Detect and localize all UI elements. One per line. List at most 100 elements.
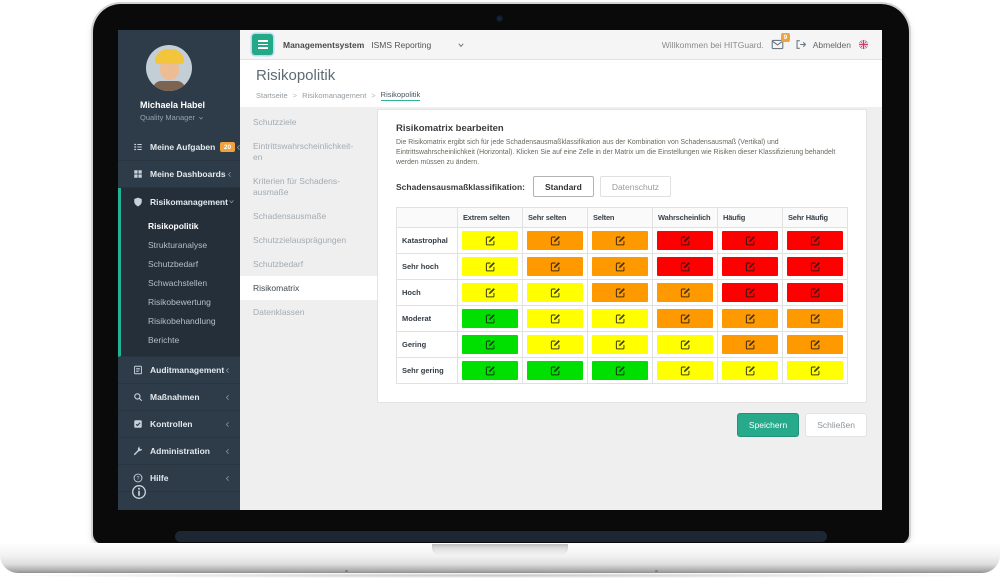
sidebar-subitem-schutzbedarf[interactable]: Schutzbedarf [148,258,199,269]
info-icon[interactable] [131,484,147,500]
matrix-cell-sehr-gering-selten-button[interactable] [592,361,648,380]
content-area: Schutzziele Eintrittswahrscheinlichkeit- … [240,107,882,510]
edit-icon [550,339,561,350]
sidebar-subitem-risikobehandlung[interactable]: Risikobehandlung [148,315,216,326]
topbar-right: Willkommen bei HITGuard. 9 Abmelden [661,33,882,51]
subnav-item-kriterien-für-schadens-ausmaße[interactable]: Kriterien für Schadens- ausmaße [253,175,340,197]
edit-icon [550,235,561,246]
mail-icon[interactable]: 9 [771,33,790,51]
matrix-cell-katastrophal-selten-button[interactable] [592,231,648,250]
avatar-shoulders [153,81,185,91]
laptop-bezel: Michaela Habel Quality Manager Meine Auf… [93,4,909,544]
user-role-dropdown[interactable]: Quality Manager [140,113,240,122]
card-heading: Risikomatrix bearbeiten [396,123,504,134]
matrix-cell [717,305,783,332]
user-name: Michaela Habel [140,100,206,110]
sidebar-subitem-strukturanalyse[interactable]: Strukturanalyse [148,239,208,250]
matrix-cell-katastrophal-häufig-button[interactable] [722,231,778,250]
matrix-cell-hoch-sehr-selten-button[interactable] [527,283,583,302]
subnav-item-schutzbedarf[interactable]: Schutzbedarf [253,258,304,269]
subnav-item-schadensausmaße[interactable]: Schadensausmaße [253,210,327,221]
matrix-cell-gering-sehr-selten-button[interactable] [527,335,583,354]
sidebar-subitem-risikobewertung[interactable]: Risikobewertung [148,296,211,307]
avatar[interactable] [146,45,192,91]
matrix-cell-hoch-wahrscheinlich-button[interactable] [657,283,713,302]
sidebar-item-label: Administration [150,446,210,456]
classification-buttons: Standard Datenschutz [532,176,677,197]
matrix-cell-moderat-sehr-häufig-button[interactable] [787,309,843,328]
matrix-cell-gering-sehr-häufig-button[interactable] [787,335,843,354]
matrix-cell-gering-häufig-button[interactable] [722,335,778,354]
matrix-cell [587,227,653,254]
sidebar-item-meine-aufgaben[interactable]: Meine Aufgaben 20 [118,134,240,161]
matrix-cell-moderat-wahrscheinlich-button[interactable] [657,309,713,328]
matrix-cell-sehr-hoch-sehr-häufig-button[interactable] [787,257,843,276]
subnav-item-risikomatrix[interactable]: Risikomatrix [240,276,377,300]
matrix-cell-gering-extrem-selten-button[interactable] [462,335,518,354]
subnav-item-datenklassen[interactable]: Datenklassen [253,306,305,317]
matrix-cell-hoch-sehr-häufig-button[interactable] [787,283,843,302]
sidebar-item-hilfe[interactable]: ? Hilfe [118,465,240,492]
matrix-cell-sehr-gering-sehr-selten-button[interactable] [527,361,583,380]
matrix-cell-gering-selten-button[interactable] [592,335,648,354]
sidebar-item-kontrollen[interactable]: Kontrollen [118,411,240,438]
sidebar-item-administration[interactable]: Administration [118,438,240,465]
matrix-cell-sehr-hoch-häufig-button[interactable] [722,257,778,276]
matrix-cell-katastrophal-wahrscheinlich-button[interactable] [657,231,713,250]
matrix-cell-moderat-extrem-selten-button[interactable] [462,309,518,328]
matrix-cell [522,227,588,254]
sidebar-subitem-schwachstellen[interactable]: Schwachstellen [148,277,208,288]
sidebar-menu: Meine Aufgaben 20 Meine Dashboards Risikoma… [118,134,240,492]
matrix-cell-sehr-hoch-selten-button[interactable] [592,257,648,276]
matrix-cell [522,279,588,306]
matrix-cell-sehr-hoch-wahrscheinlich-button[interactable] [657,257,713,276]
sidebar-subitem-berichte[interactable]: Berichte [148,334,180,345]
matrix-cell-sehr-gering-extrem-selten-button[interactable] [462,361,518,380]
sidebar-item-meine-dashboards[interactable]: Meine Dashboards [118,161,240,188]
matrix-row-header-sehr-gering: Sehr gering [396,357,458,384]
close-button[interactable]: Schließen [805,413,867,437]
sidebar-subitem-risikopolitik[interactable]: Risikopolitik [148,220,199,231]
sidebar-item-maßnahmen[interactable]: Maßnahmen [118,384,240,411]
reporting-select[interactable]: ISMS Reporting [371,40,465,50]
menu-toggle-button[interactable] [252,34,273,55]
matrix-cell [652,305,718,332]
matrix-cell-hoch-selten-button[interactable] [592,283,648,302]
matrix-cell-moderat-sehr-selten-button[interactable] [527,309,583,328]
logout-link[interactable]: Abmelden [812,39,851,50]
sidebar-item-risikomanagement[interactable]: Risikomanagement [121,188,240,215]
signout-icon[interactable] [795,39,806,50]
subnav-item-eintrittswahrscheinlichkeit-en[interactable]: Eintrittswahrscheinlichkeit- en [253,140,354,162]
matrix-cell-hoch-häufig-button[interactable] [722,283,778,302]
matrix-cell-katastrophal-extrem-selten-button[interactable] [462,231,518,250]
matrix-cell-hoch-extrem-selten-button[interactable] [462,283,518,302]
chevron-down-icon [228,198,235,205]
matrix-cell-moderat-häufig-button[interactable] [722,309,778,328]
matrix-cell-sehr-hoch-extrem-selten-button[interactable] [462,257,518,276]
matrix-cell-sehr-hoch-sehr-selten-button[interactable] [527,257,583,276]
subnav-item-schutzziele[interactable]: Schutzziele [253,116,297,127]
matrix-cell-sehr-gering-häufig-button[interactable] [722,361,778,380]
classification-datenschutz-button[interactable]: Datenschutz [599,176,672,197]
language-flag-icon[interactable] [858,39,869,50]
subnav-item-schutzzielausprägungen[interactable]: Schutzzielausprägungen [253,234,347,245]
edit-icon [550,313,561,324]
breadcrumb-item-startseite[interactable]: Startseite [256,91,288,100]
matrix-cell-gering-wahrscheinlich-button[interactable] [657,335,713,354]
matrix-row: Katastrophal [396,227,848,254]
breadcrumb-item-risikopolitik[interactable]: Risikopolitik [380,90,421,101]
matrix-cell [717,227,783,254]
matrix-cell-katastrophal-sehr-selten-button[interactable] [527,231,583,250]
matrix-cell-sehr-gering-sehr-häufig-button[interactable] [787,361,843,380]
save-button[interactable]: Speichern [736,413,800,437]
page-title: Risikopolitik [256,67,336,84]
edit-icon [745,261,756,272]
matrix-cell-moderat-selten-button[interactable] [592,309,648,328]
matrix-cell-sehr-gering-wahrscheinlich-button[interactable] [657,361,713,380]
breadcrumb-item-risikomanagement[interactable]: Risikomanagement [302,91,367,100]
welcome-text: Willkommen bei HITGuard. [661,39,764,50]
sidebar-item-auditmanagement[interactable]: Auditmanagement [118,357,240,384]
edit-icon [550,287,561,298]
classification-standard-button[interactable]: Standard [532,176,594,197]
matrix-cell-katastrophal-sehr-häufig-button[interactable] [787,231,843,250]
